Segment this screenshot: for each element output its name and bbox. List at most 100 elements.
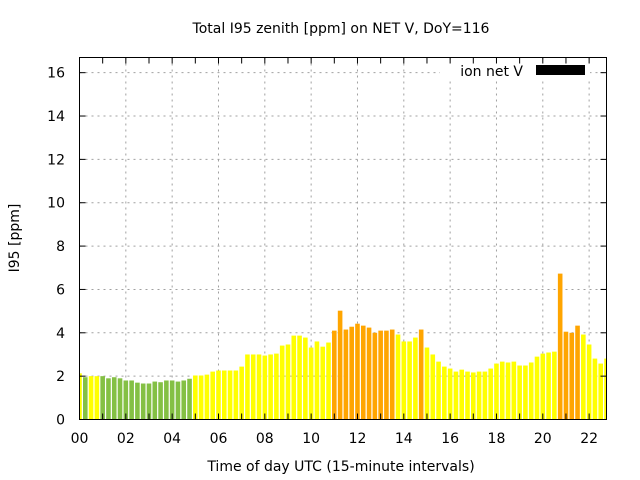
bar	[164, 380, 169, 420]
bar	[523, 365, 528, 420]
bar	[505, 362, 511, 420]
bar	[210, 371, 215, 420]
bar	[540, 353, 546, 420]
bar	[268, 354, 273, 420]
x-tick-label: 04	[163, 431, 181, 447]
bar	[528, 362, 534, 420]
bar	[424, 347, 430, 420]
plot-frame	[79, 57, 607, 420]
bar	[372, 332, 378, 420]
bar	[94, 376, 100, 420]
bar	[117, 378, 123, 420]
bar	[169, 380, 175, 420]
bar	[129, 380, 134, 420]
bar	[291, 335, 297, 420]
bar	[343, 329, 349, 420]
chart-title: Total I95 zenith [ppm] on NET V, DoY=116	[192, 21, 490, 37]
bar	[158, 382, 163, 420]
x-tick-label: 06	[210, 431, 228, 447]
y-tick-labels: 0 2 4 6 8 10 12 14 16	[47, 66, 65, 429]
bar	[447, 368, 453, 420]
bar	[360, 325, 366, 420]
legend: ion net V	[440, 60, 590, 80]
bar	[297, 335, 302, 420]
y-tick-label: 4	[56, 326, 65, 342]
bars	[79, 273, 607, 420]
bar	[366, 327, 372, 420]
bar	[279, 345, 285, 420]
bar	[82, 377, 88, 420]
bar	[349, 326, 354, 420]
bar	[557, 273, 563, 420]
bar	[262, 355, 268, 420]
bar	[175, 381, 181, 420]
legend-label: ion net V	[460, 64, 523, 80]
bar	[303, 337, 308, 420]
bar	[332, 330, 337, 420]
bar	[534, 356, 540, 420]
bar	[239, 366, 244, 420]
bar	[436, 361, 441, 420]
x-axis-label: Time of day UTC (15-minute intervals)	[206, 459, 474, 475]
bar	[100, 376, 105, 420]
bar	[337, 310, 343, 420]
x-tick-label: 02	[117, 431, 135, 447]
bar	[187, 378, 192, 420]
ticks	[79, 57, 607, 420]
x-tick-label: 20	[534, 431, 552, 447]
bar	[181, 380, 187, 420]
bar	[586, 344, 592, 420]
y-tick-label: 6	[56, 282, 65, 298]
bar	[488, 368, 493, 420]
bar	[285, 344, 291, 420]
y-tick-label: 0	[56, 413, 65, 429]
x-tick-labels: 00 02 04 06 08 10 12 14 16 18 20 22	[71, 431, 598, 447]
bar	[320, 346, 326, 420]
y-tick-label: 16	[47, 66, 65, 82]
y-tick-label: 10	[47, 196, 65, 212]
bar	[592, 358, 598, 420]
bar	[459, 369, 465, 420]
bar	[146, 383, 152, 420]
bar	[499, 361, 505, 420]
x-tick-label: 18	[488, 431, 506, 447]
bar	[256, 354, 262, 420]
bar	[135, 382, 140, 420]
bar	[221, 370, 227, 420]
bar	[471, 372, 476, 420]
x-tick-label: 14	[395, 431, 413, 447]
bar	[250, 354, 256, 420]
bar	[482, 371, 488, 420]
y-tick-label: 14	[47, 109, 65, 125]
bar	[88, 376, 94, 420]
bar	[546, 352, 551, 420]
bar	[401, 341, 407, 420]
bar	[193, 375, 198, 420]
y-tick-label: 12	[47, 152, 65, 168]
bar	[123, 380, 129, 420]
bar	[106, 378, 111, 420]
bar	[453, 371, 459, 420]
bar	[569, 332, 575, 420]
bar	[233, 370, 239, 420]
bar	[598, 363, 604, 420]
bar	[355, 323, 360, 420]
bar	[430, 354, 436, 420]
bar	[79, 373, 82, 420]
bar	[152, 381, 158, 420]
bar	[378, 330, 383, 420]
bar	[407, 341, 412, 420]
bar	[308, 347, 314, 420]
bar	[476, 371, 482, 420]
bar	[216, 370, 221, 420]
bar	[204, 374, 210, 420]
bar	[442, 366, 447, 420]
y-tick-label: 2	[56, 369, 65, 385]
bar	[581, 334, 586, 420]
bar	[384, 330, 389, 420]
x-tick-label: 00	[71, 431, 89, 447]
y-tick-label: 8	[56, 239, 65, 255]
bar	[465, 371, 470, 420]
bar	[494, 363, 499, 420]
